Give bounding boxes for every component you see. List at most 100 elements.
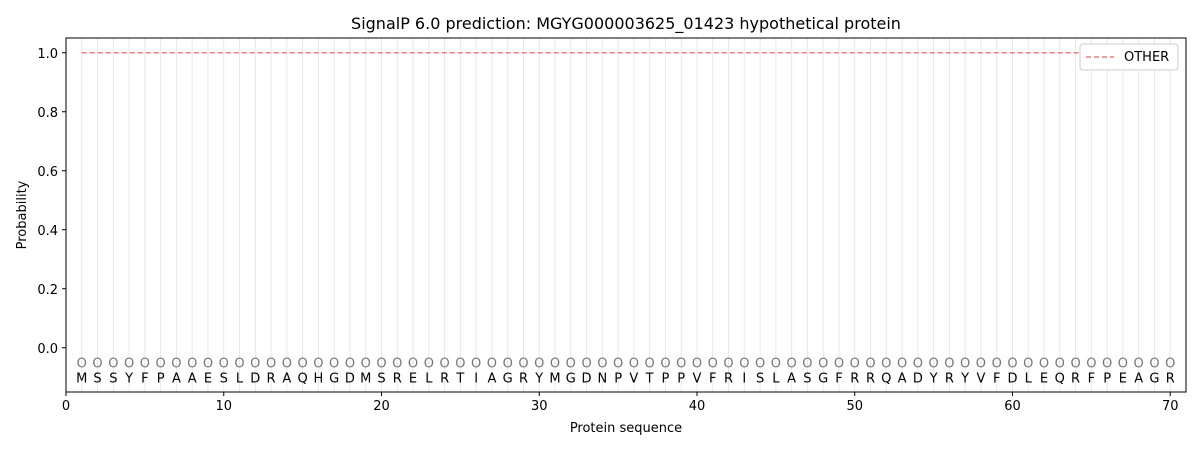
residue-label: Y xyxy=(929,371,938,386)
residue-label: D xyxy=(345,371,355,386)
region-label: O xyxy=(913,357,923,372)
region-label: O xyxy=(219,357,229,372)
region-label: O xyxy=(676,357,686,372)
residue-label: F xyxy=(1088,371,1095,386)
residue-label: R xyxy=(267,371,276,386)
region-label: O xyxy=(1118,357,1128,372)
residue-label: A xyxy=(1134,371,1143,386)
residue-label: N xyxy=(597,371,607,386)
x-axis-ticks: 0 10 20 30 40 50 60 70 xyxy=(62,392,1178,414)
region-label: O xyxy=(1134,357,1144,372)
region-label: O xyxy=(834,357,844,372)
region-label: O xyxy=(376,357,386,372)
residue-label: P xyxy=(157,371,165,386)
residue-label: R xyxy=(850,371,859,386)
region-label: O xyxy=(187,357,197,372)
region-label: O xyxy=(755,357,765,372)
residue-label: G xyxy=(503,371,513,386)
residue-label: M xyxy=(549,371,560,386)
residue-label: S xyxy=(377,371,385,386)
region-label: O xyxy=(171,357,181,372)
region-label: O xyxy=(1149,357,1159,372)
residue-label: H xyxy=(314,371,324,386)
x-tick-label: 10 xyxy=(215,399,232,414)
region-label: O xyxy=(250,357,260,372)
residue-label: A xyxy=(172,371,181,386)
region-label: O xyxy=(692,357,702,372)
region-label: O xyxy=(660,357,670,372)
residue-label: E xyxy=(204,371,212,386)
region-label: O xyxy=(739,357,749,372)
y-tick-label: 0.0 xyxy=(37,342,58,357)
region-label: O xyxy=(1070,357,1080,372)
residue-label: V xyxy=(693,371,702,386)
residue-label: D xyxy=(250,371,260,386)
residue-label: P xyxy=(1103,371,1111,386)
region-label: O xyxy=(124,357,134,372)
residue-label: P xyxy=(614,371,622,386)
legend-label-other: OTHER xyxy=(1124,50,1169,65)
residue-label: S xyxy=(109,371,117,386)
region-label: O xyxy=(266,357,276,372)
residue-label: D xyxy=(582,371,592,386)
residue-label: D xyxy=(1007,371,1017,386)
y-axis-label: Probability xyxy=(15,180,30,249)
x-tick-label: 0 xyxy=(62,399,70,414)
region-label: O xyxy=(613,357,623,372)
region-label: O xyxy=(818,357,828,372)
x-tick-label: 30 xyxy=(531,399,548,414)
region-label: O xyxy=(897,357,907,372)
region-label: O xyxy=(203,357,213,372)
region-label: O xyxy=(92,357,102,372)
residue-label: A xyxy=(487,371,496,386)
residue-label: P xyxy=(662,371,670,386)
region-label: O xyxy=(1102,357,1112,372)
residue-label: I xyxy=(474,371,478,386)
region-label: O xyxy=(629,357,639,372)
residue-label: R xyxy=(945,371,954,386)
region-label: O xyxy=(234,357,244,372)
residue-label: A xyxy=(188,371,197,386)
region-label: O xyxy=(1165,357,1175,372)
region-label: O xyxy=(503,357,513,372)
x-tick-label: 60 xyxy=(1004,399,1021,414)
residue-label: I xyxy=(742,371,746,386)
x-tick-label: 20 xyxy=(373,399,390,414)
residue-label: Y xyxy=(960,371,969,386)
region-label: O xyxy=(928,357,938,372)
residue-label: F xyxy=(835,371,842,386)
region-label: O xyxy=(645,357,655,372)
region-label: O xyxy=(439,357,449,372)
region-label: O xyxy=(108,357,118,372)
residue-label: S xyxy=(93,371,101,386)
x-axis-label: Protein sequence xyxy=(570,421,682,436)
region-label: O xyxy=(392,357,402,372)
region-label: O xyxy=(156,357,166,372)
region-label: O xyxy=(581,357,591,372)
region-label: O xyxy=(345,357,355,372)
region-label: O xyxy=(1055,357,1065,372)
region-label: O xyxy=(329,357,339,372)
residue-label: G xyxy=(329,371,339,386)
residue-label: S xyxy=(756,371,764,386)
residue-label: V xyxy=(629,371,638,386)
x-tick-label: 40 xyxy=(689,399,706,414)
residue-label: E xyxy=(1040,371,1048,386)
legend-box xyxy=(1079,43,1179,71)
residue-label: A xyxy=(787,371,796,386)
region-label: O xyxy=(787,357,797,372)
region-label: O xyxy=(802,357,812,372)
residue-label: G xyxy=(818,371,828,386)
residue-label: G xyxy=(566,371,576,386)
region-label: O xyxy=(282,357,292,372)
residue-label: Y xyxy=(534,371,543,386)
residue-label: Q xyxy=(881,371,891,386)
region-label: O xyxy=(1039,357,1049,372)
residue-label: V xyxy=(976,371,985,386)
residue-label: R xyxy=(724,371,733,386)
region-label: O xyxy=(723,357,733,372)
residue-label: Q xyxy=(1055,371,1065,386)
chart-title: SignalP 6.0 prediction: MGYG000003625_01… xyxy=(351,14,901,34)
residue-label: E xyxy=(1119,371,1127,386)
y-tick-label: 1.0 xyxy=(37,47,58,62)
